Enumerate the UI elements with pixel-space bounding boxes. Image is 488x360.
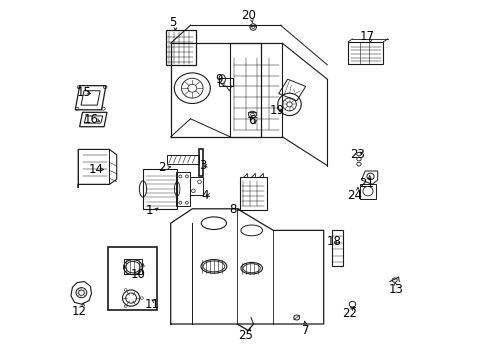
Bar <box>166 30 195 65</box>
Text: 5: 5 <box>168 16 176 29</box>
Text: 8: 8 <box>228 203 236 216</box>
Text: 13: 13 <box>387 283 402 296</box>
Text: 9: 9 <box>215 73 223 86</box>
Text: 17: 17 <box>359 30 374 42</box>
Text: 23: 23 <box>350 148 365 161</box>
Bar <box>230 43 282 137</box>
Bar <box>199 149 203 176</box>
Bar <box>107 247 157 310</box>
Bar <box>142 169 177 209</box>
Bar <box>190 177 203 195</box>
Text: 2: 2 <box>158 161 165 174</box>
Bar <box>218 78 232 86</box>
Text: 12: 12 <box>72 305 87 318</box>
Text: 15: 15 <box>77 86 92 99</box>
Bar <box>240 177 266 210</box>
Text: 4: 4 <box>201 189 208 202</box>
Bar <box>176 172 190 206</box>
Bar <box>360 184 375 199</box>
Text: 25: 25 <box>237 329 252 342</box>
Bar <box>331 230 343 266</box>
Bar <box>78 149 109 184</box>
Bar <box>167 155 199 164</box>
Text: 10: 10 <box>131 268 145 281</box>
Text: 22: 22 <box>342 307 357 320</box>
Bar <box>347 42 383 64</box>
Text: 16: 16 <box>84 113 99 126</box>
Text: 18: 18 <box>325 235 341 248</box>
Text: 1: 1 <box>146 204 153 217</box>
Text: 20: 20 <box>240 9 255 22</box>
Text: 11: 11 <box>144 298 159 311</box>
Text: 19: 19 <box>269 104 284 117</box>
Text: 24: 24 <box>346 189 361 202</box>
Bar <box>123 259 142 274</box>
Text: 3: 3 <box>199 159 206 172</box>
Text: 14: 14 <box>88 163 103 176</box>
Text: 21: 21 <box>358 177 373 190</box>
Text: 7: 7 <box>301 324 309 337</box>
Text: 6: 6 <box>247 114 255 127</box>
